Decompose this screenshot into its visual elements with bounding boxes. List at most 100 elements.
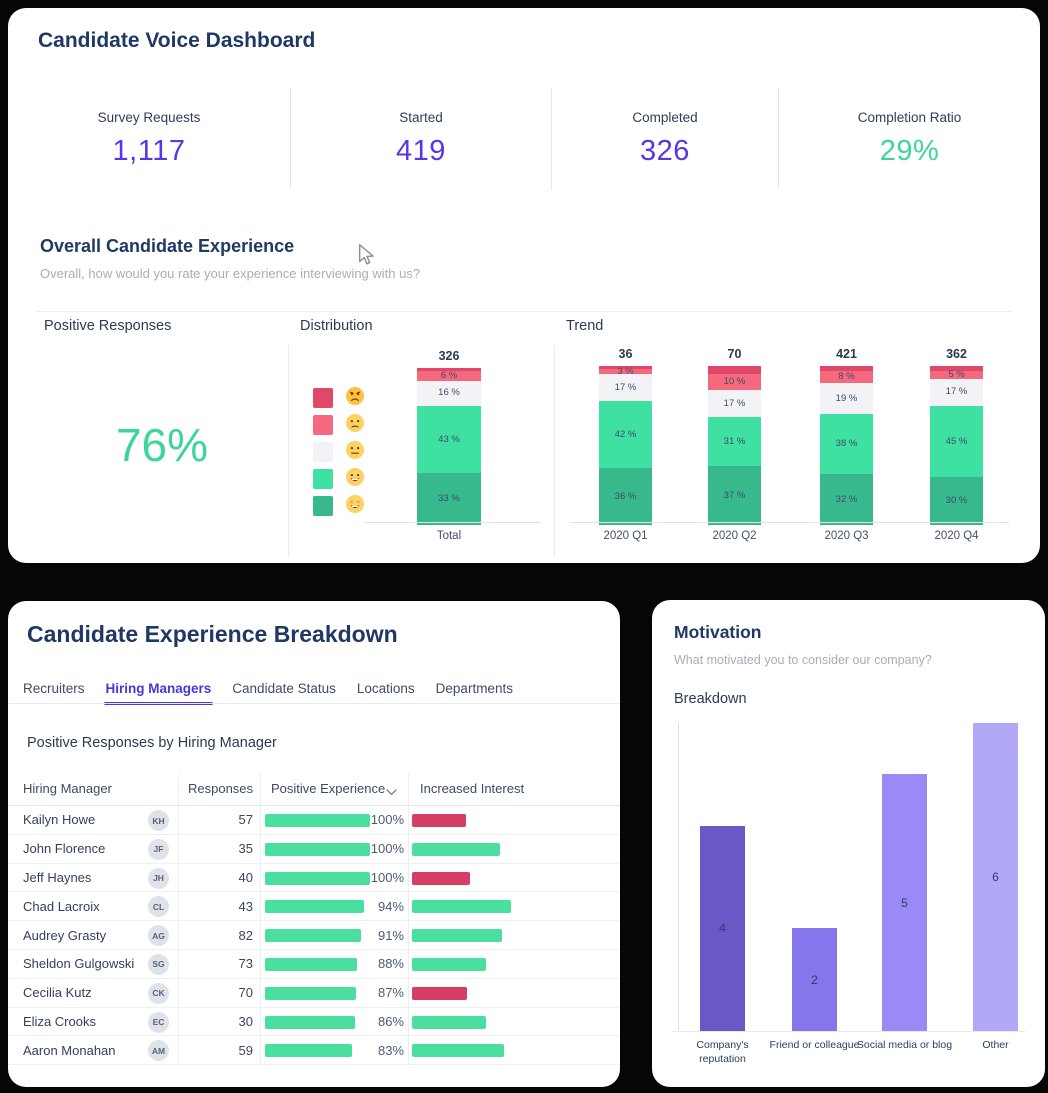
stat-survey-requests: Survey Requests 1,117 xyxy=(8,88,290,190)
trend-stacked-bar: 8 % 19 % 38 % 32 % xyxy=(820,366,873,525)
increased-interest-bar xyxy=(412,814,466,827)
stat-completion-ratio: Completion Ratio 29% xyxy=(778,88,1040,190)
star-emoji-icon xyxy=(345,494,365,519)
motivation-x-label: Friend or colleague xyxy=(769,1039,860,1051)
tab-candidate-status[interactable]: Candidate Status xyxy=(232,681,336,696)
bar-segment-angry xyxy=(708,366,761,374)
avatar: SG xyxy=(148,953,169,975)
divider xyxy=(178,773,179,1065)
responses-value: 40 xyxy=(238,869,253,885)
section-question: Overall, how would you rate your experie… xyxy=(40,266,421,281)
table-row: Audrey Grasty AG 82 91% xyxy=(8,921,620,950)
positive-experience-value: 83% xyxy=(377,1042,404,1058)
motivation-x-axis xyxy=(672,1031,1025,1032)
segment-label: 45 % xyxy=(945,435,968,447)
table-row: John Florence JF 35 100% xyxy=(8,835,620,864)
bar-segment-star: 36 % xyxy=(599,467,652,525)
avatar: EC xyxy=(148,1011,169,1033)
trend-total: 421 xyxy=(836,347,857,361)
table-row: Eliza Crooks EC 30 86% xyxy=(8,1008,620,1037)
segment-label: 3 % xyxy=(617,365,634,377)
positive-experience-bar xyxy=(265,986,357,1000)
positive-experience-value: 86% xyxy=(377,1013,404,1029)
motivation-x-label: Social media or blog xyxy=(856,1039,953,1051)
table-row: Kailyn Howe KH 57 100% xyxy=(8,806,620,835)
column-header-hiring-manager: Hiring Manager xyxy=(23,781,112,796)
hiring-manager-name: Sheldon Gulgowski xyxy=(23,956,135,972)
legend-swatch-angry xyxy=(313,388,333,408)
motivation-bar-value: 5 xyxy=(901,895,908,910)
increased-interest-bar xyxy=(412,842,501,856)
sort-chevron-down-icon[interactable] xyxy=(386,784,397,799)
trend-total: 70 xyxy=(727,347,742,361)
bar-segment-frown: 10 % xyxy=(708,373,761,390)
increased-interest-bar xyxy=(412,957,486,971)
trend-stacked-bar: 3 % 17 % 42 % 36 % xyxy=(599,366,652,525)
legend-item-smile xyxy=(313,467,365,492)
divider xyxy=(408,773,409,1065)
positive-experience-bar xyxy=(265,871,370,885)
tab-locations[interactable]: Locations xyxy=(356,681,415,696)
breakdown-subtitle: Positive Responses by Hiring Manager xyxy=(27,735,277,751)
stat-value: 419 xyxy=(396,135,446,167)
positive-experience-bar xyxy=(265,1015,356,1029)
bar-segment-angry xyxy=(820,366,873,371)
table-row: Aaron Monahan AM 59 83% xyxy=(8,1036,620,1066)
responses-value: 70 xyxy=(238,985,253,1001)
hiring-manager-name: Audrey Grasty xyxy=(23,927,107,943)
motivation-bar-friend-or-colleague: 2 xyxy=(792,928,837,1031)
divider xyxy=(554,345,555,557)
divider xyxy=(260,773,261,1065)
positive-experience-bar xyxy=(265,814,370,827)
positive-experience-bar xyxy=(265,1044,353,1058)
positive-experience-value: 100% xyxy=(370,841,404,857)
stat-label: Survey Requests xyxy=(97,110,201,125)
tab-recruiters[interactable]: Recruiters xyxy=(23,681,85,696)
table-row: Sheldon Gulgowski SG 73 88% xyxy=(8,950,620,979)
bar-segment-neutral: 19 % xyxy=(820,383,873,414)
increased-interest-bar xyxy=(412,871,470,885)
responses-value: 30 xyxy=(238,1013,253,1029)
neutral-emoji-icon xyxy=(345,440,365,465)
distribution-axis-label: Total xyxy=(436,530,462,542)
column-header-positive-experience[interactable]: Positive Experience xyxy=(271,781,386,796)
distribution-stacked-bar: 6 % 16 % 43 % 33 % xyxy=(417,368,481,525)
legend-item-angry xyxy=(313,386,365,408)
smile-emoji-icon xyxy=(345,467,365,492)
bar-segment-star: 30 % xyxy=(930,477,983,525)
segment-label: 37 % xyxy=(723,489,746,501)
trend-stacked-bar: 5 % 17 % 45 % 30 % xyxy=(930,366,983,525)
increased-interest-bar xyxy=(412,900,511,914)
segment-label: 33 % xyxy=(438,493,460,505)
motivation-bar-company-s-reputation: 4 xyxy=(700,825,745,1031)
avatar: JH xyxy=(148,867,169,889)
bar-segment-neutral: 16 % xyxy=(417,380,481,406)
hiring-manager-name: Eliza Crooks xyxy=(23,1013,96,1029)
trend-total: 362 xyxy=(946,347,967,361)
bar-segment-star: 33 % xyxy=(417,473,481,525)
trend-header: Trend xyxy=(566,318,604,334)
divider xyxy=(8,703,620,704)
tab-departments[interactable]: Departments xyxy=(435,681,513,696)
motivation-title: Motivation xyxy=(674,622,762,642)
bar-segment-frown: 6 % xyxy=(417,371,481,381)
hiring-manager-name: Chad Lacroix xyxy=(23,898,100,914)
segment-label: 31 % xyxy=(723,435,746,447)
bar-segment-neutral: 17 % xyxy=(708,389,761,417)
bar-segment-smile: 31 % xyxy=(708,416,761,467)
mouse-cursor xyxy=(358,244,377,271)
bar-segment-frown: 3 % xyxy=(599,365,652,377)
bar-segment-star: 32 % xyxy=(820,474,873,525)
trend-axis-label: 2020 Q1 xyxy=(603,530,648,542)
table-row: Chad Lacroix CL 43 94% xyxy=(8,892,620,922)
candidate-experience-breakdown-card: Candidate Experience Breakdown Recruiter… xyxy=(8,601,620,1087)
positive-responses-value: 76% xyxy=(115,419,209,471)
breakdown-tabs: Recruiters Hiring Managers Candidate Statu… xyxy=(23,681,513,705)
distribution-axis xyxy=(365,522,541,523)
tab-hiring-managers[interactable]: Hiring Managers xyxy=(103,681,214,705)
section-heading: Overall Candidate Experience xyxy=(40,236,295,256)
hiring-manager-name: John Florence xyxy=(23,841,106,857)
divider xyxy=(288,345,289,557)
motivation-chart-label: Breakdown xyxy=(674,691,747,707)
trend-axis-label: 2020 Q2 xyxy=(712,530,757,542)
